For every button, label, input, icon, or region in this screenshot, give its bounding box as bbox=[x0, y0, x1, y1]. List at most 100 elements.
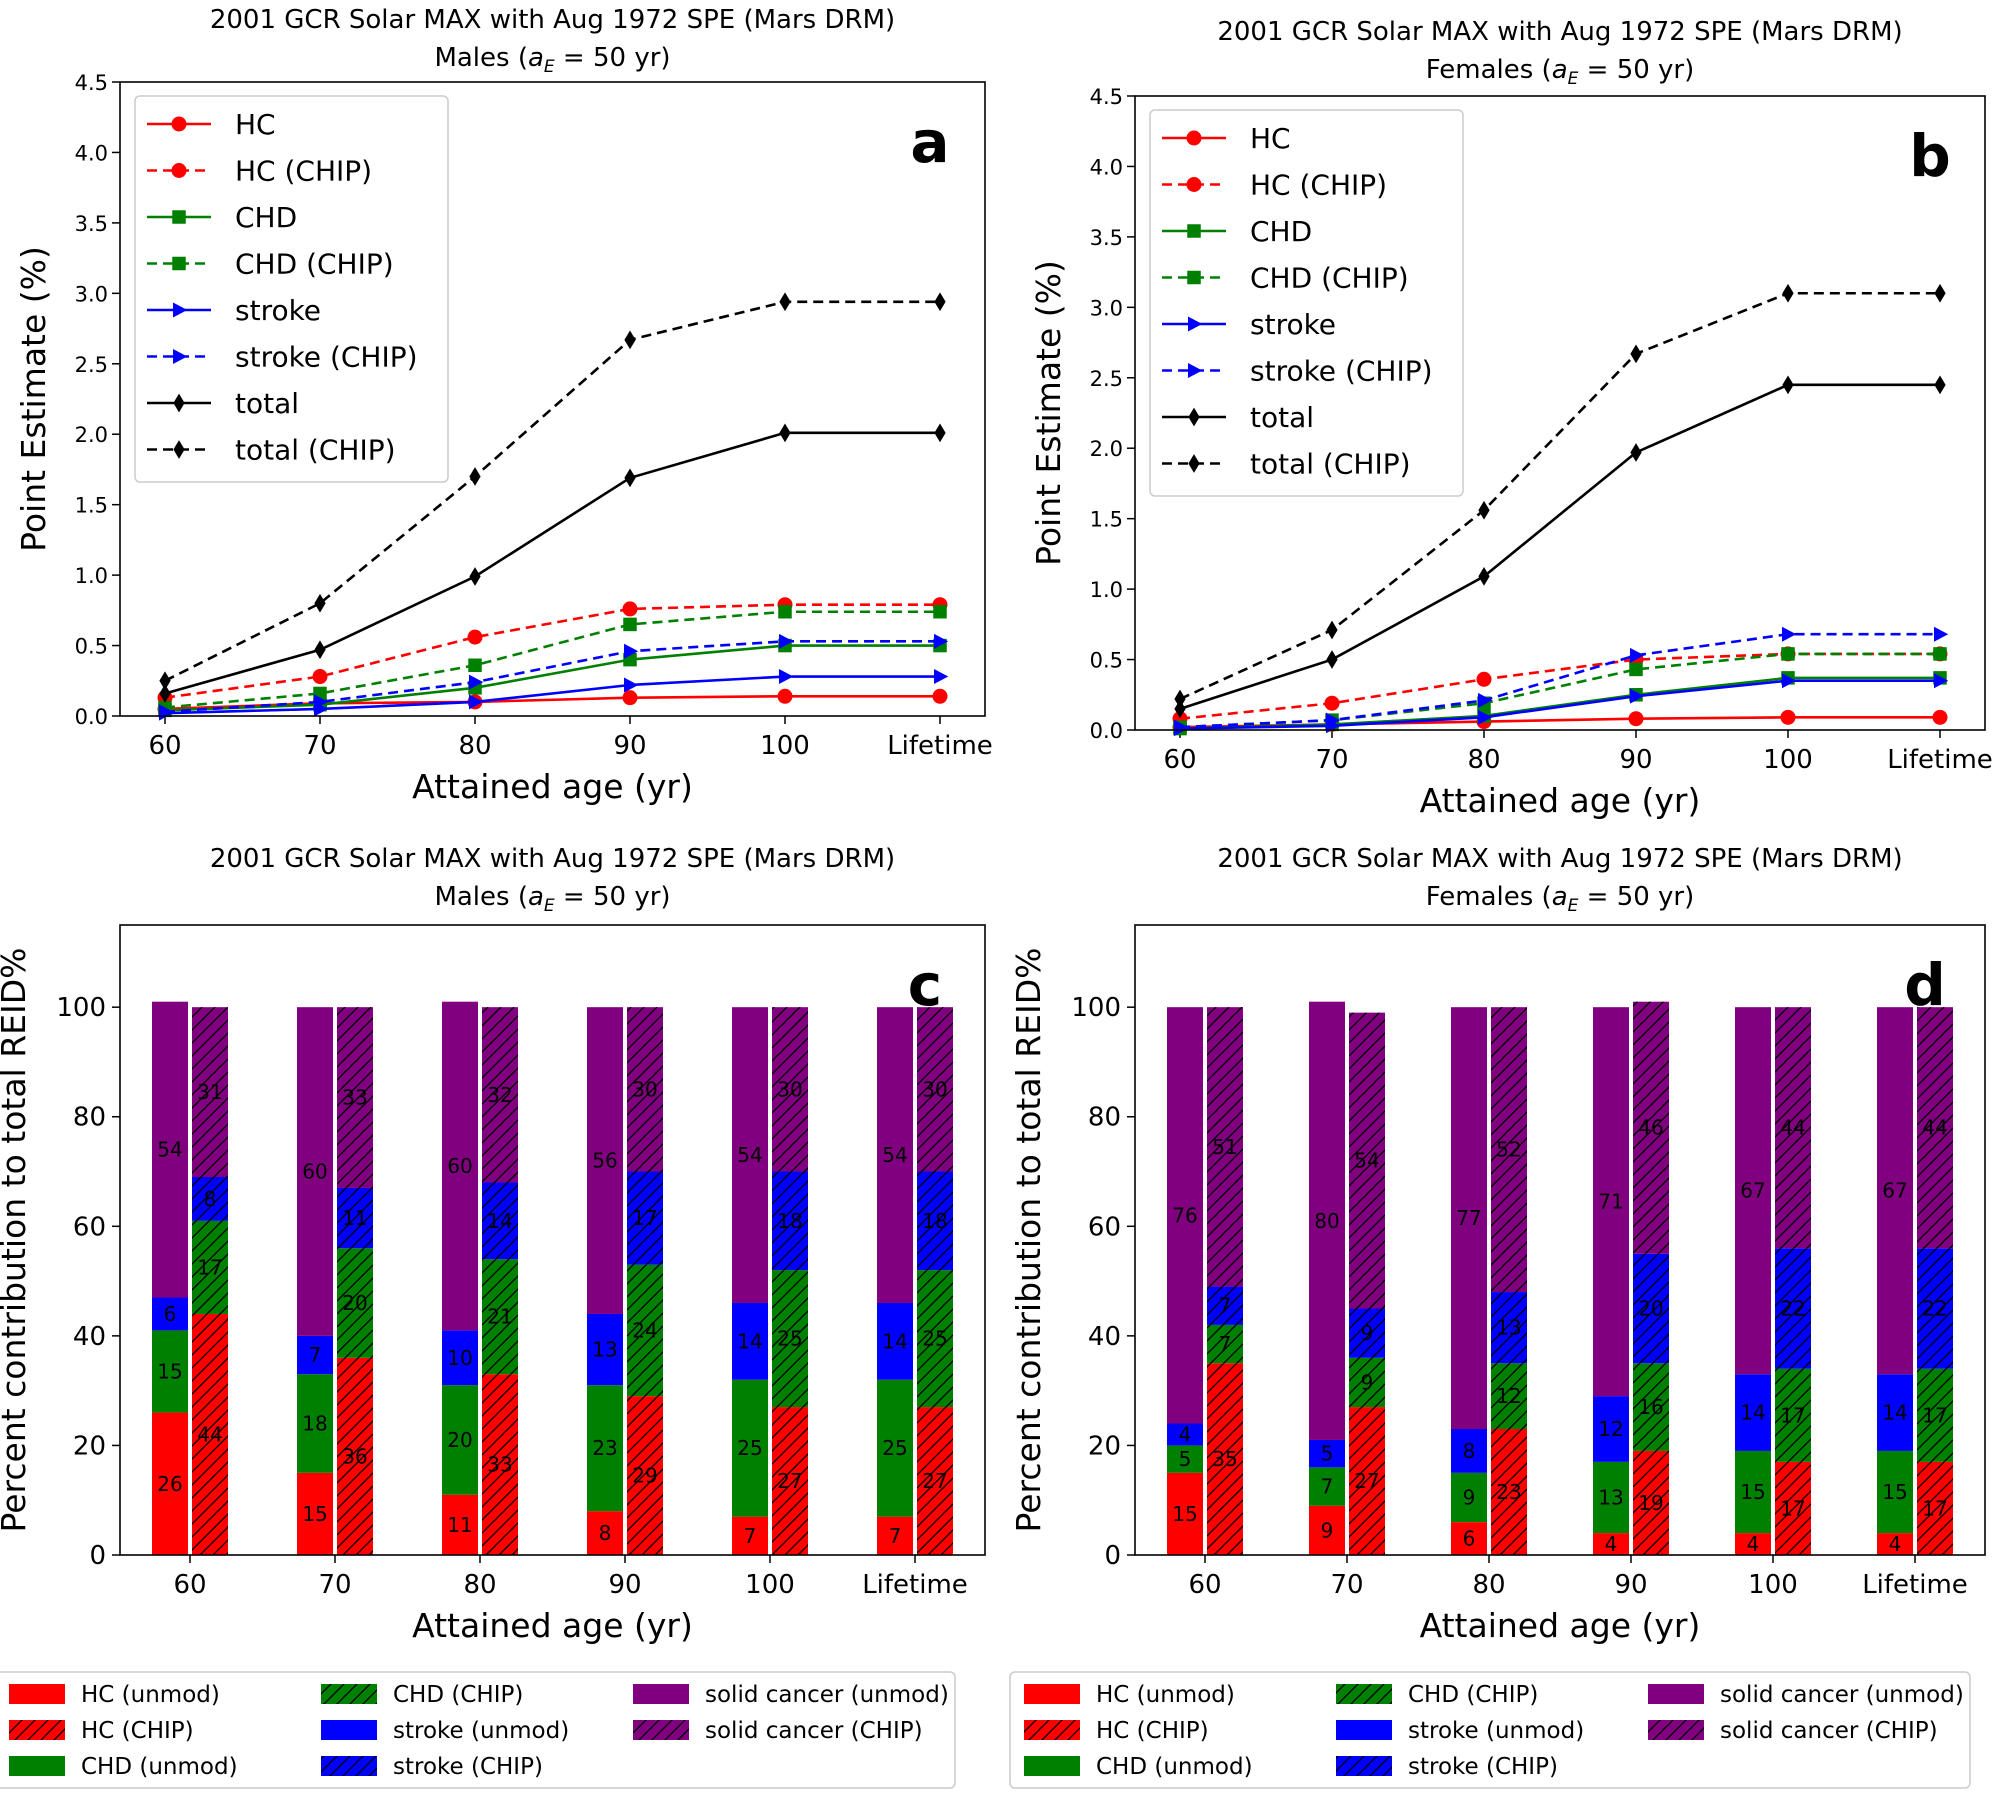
data-point bbox=[1630, 688, 1645, 704]
chart-title: 2001 GCR Solar MAX with Aug 1972 SPE (Ma… bbox=[210, 5, 895, 35]
bar-chip-solid-cancer: 51 bbox=[1207, 1007, 1243, 1287]
bar-unmod-chd: 25 bbox=[732, 1379, 768, 1517]
data-label: 31 bbox=[197, 1080, 222, 1104]
bar-chip-hc: 35 bbox=[1207, 1363, 1243, 1555]
legend-label: CHD (CHIP) bbox=[1408, 1682, 1538, 1708]
bar-unmod-hc: 7 bbox=[877, 1516, 913, 1555]
data-label: 51 bbox=[1212, 1135, 1237, 1159]
data-label: 54 bbox=[882, 1143, 907, 1167]
x-tick-label: 70 bbox=[1330, 1570, 1363, 1600]
data-label: 54 bbox=[157, 1138, 182, 1162]
legend-item-chd-chip: CHD (CHIP) bbox=[321, 1682, 523, 1708]
y-tick-label: 4.5 bbox=[1090, 85, 1123, 109]
data-point bbox=[779, 423, 791, 443]
data-point bbox=[624, 468, 636, 488]
data-point bbox=[777, 688, 793, 704]
data-point bbox=[1478, 500, 1490, 520]
subtitle-symbol-a: a bbox=[1552, 882, 1568, 912]
y-tick-label: 1.5 bbox=[75, 494, 108, 518]
bar-segment bbox=[1309, 1467, 1345, 1506]
bar-hatch bbox=[772, 1407, 808, 1555]
data-label: 25 bbox=[737, 1436, 762, 1460]
data-label: 23 bbox=[1496, 1480, 1521, 1504]
bar-unmod-stroke: 14 bbox=[1877, 1374, 1913, 1451]
y-tick-label: 3.0 bbox=[1090, 296, 1123, 320]
bar-chip-stroke: 18 bbox=[772, 1171, 808, 1271]
legend-label: HC bbox=[1250, 122, 1291, 155]
legend-item-stroke-chip: stroke (CHIP) bbox=[321, 1754, 543, 1780]
data-label: 80 bbox=[1314, 1209, 1339, 1233]
bar-unmod-solid-cancer: 67 bbox=[1877, 1007, 1913, 1375]
data-point bbox=[1782, 626, 1797, 642]
chart-title: 2001 GCR Solar MAX with Aug 1972 SPE (Ma… bbox=[1217, 17, 1902, 47]
bar-unmod-stroke: 14 bbox=[1735, 1374, 1771, 1451]
bar-chip-solid-cancer: 30 bbox=[772, 1007, 808, 1172]
bar-segment bbox=[1167, 1423, 1203, 1446]
bar-chip-solid-cancer: 32 bbox=[482, 1007, 518, 1183]
data-label: 13 bbox=[1598, 1485, 1623, 1509]
legend-marker bbox=[1188, 407, 1200, 427]
y-tick-label: 80 bbox=[73, 1103, 106, 1133]
data-point bbox=[622, 690, 638, 706]
data-point bbox=[314, 593, 326, 613]
bar-unmod-chd: 15 bbox=[152, 1330, 188, 1413]
subtitle-symbol-sub: E bbox=[1568, 69, 1579, 89]
legend-label: HC (CHIP) bbox=[1096, 1718, 1209, 1744]
bar-chip-solid-cancer: 44 bbox=[1775, 1007, 1811, 1249]
legend-label: CHD (CHIP) bbox=[393, 1682, 523, 1708]
data-label: 21 bbox=[487, 1305, 512, 1329]
x-tick-label: 70 bbox=[303, 731, 336, 761]
data-label: 17 bbox=[1780, 1496, 1805, 1520]
panel-c: 2001 GCR Solar MAX with Aug 1972 SPE (Ma… bbox=[0, 844, 986, 1789]
bar-chip-hc: 44 bbox=[192, 1313, 228, 1555]
legend-marker bbox=[172, 256, 186, 271]
legend-item-hc-chip: HC (CHIP) bbox=[1162, 169, 1387, 202]
legend-item-solid-cancer-chip: solid cancer (CHIP) bbox=[633, 1718, 923, 1744]
data-label: 33 bbox=[487, 1453, 512, 1477]
data-label: 17 bbox=[1922, 1496, 1947, 1520]
data-point bbox=[934, 423, 946, 443]
bar-chip-hc: 33 bbox=[482, 1374, 518, 1555]
legend-item-hc: HC bbox=[1162, 122, 1291, 155]
y-tick-label: 3.0 bbox=[75, 282, 108, 306]
data-label: 5 bbox=[1179, 1447, 1192, 1471]
bar-hatch bbox=[1491, 1363, 1527, 1429]
bar-hatch bbox=[482, 1007, 518, 1183]
panel-label: c bbox=[908, 951, 942, 1019]
y-tick-label: 4.0 bbox=[75, 141, 108, 165]
legend-label: total bbox=[235, 387, 299, 420]
bar-segment bbox=[1309, 1439, 1345, 1468]
data-label: 15 bbox=[302, 1502, 327, 1526]
bar-segment bbox=[152, 1001, 188, 1298]
plot-frame bbox=[1134, 95, 1986, 731]
data-label: 20 bbox=[1638, 1296, 1663, 1320]
y-tick-label: 20 bbox=[73, 1431, 106, 1461]
legend-marker bbox=[1187, 224, 1201, 238]
legend-item-stroke-unmod: stroke (unmod) bbox=[1336, 1718, 1584, 1744]
bar-chip-hc: 27 bbox=[1349, 1407, 1385, 1555]
bar-hatch bbox=[192, 1007, 228, 1177]
bar-segment bbox=[1593, 1396, 1629, 1462]
bar-segment bbox=[1451, 1522, 1487, 1555]
y-tick-label: 2.5 bbox=[75, 353, 108, 377]
subtitle-prefix: Females ( bbox=[1426, 55, 1552, 85]
data-label: 9 bbox=[1361, 1321, 1374, 1345]
legend-marker bbox=[171, 163, 187, 178]
data-point bbox=[469, 674, 484, 690]
bar-hatch bbox=[1917, 1368, 1953, 1462]
data-label: 25 bbox=[777, 1327, 802, 1351]
bar-hatch bbox=[1349, 1012, 1385, 1309]
legend-item-chd: CHD bbox=[147, 201, 297, 234]
legend-item-stroke-chip: stroke (CHIP) bbox=[1162, 355, 1433, 388]
data-point bbox=[779, 669, 794, 685]
data-point bbox=[932, 688, 948, 704]
y-axis-label: Point Estimate (%) bbox=[14, 246, 53, 552]
legend-item-stroke: stroke bbox=[1162, 308, 1336, 341]
y-tick-label: 2.5 bbox=[1090, 367, 1123, 391]
bar-chip-chd: 9 bbox=[1349, 1357, 1385, 1408]
data-label: 15 bbox=[1740, 1480, 1765, 1504]
y-tick-label: 80 bbox=[1088, 1103, 1121, 1133]
bar-unmod-chd: 15 bbox=[1877, 1450, 1913, 1534]
data-label: 6 bbox=[164, 1302, 177, 1326]
y-tick-label: 60 bbox=[1088, 1212, 1121, 1242]
